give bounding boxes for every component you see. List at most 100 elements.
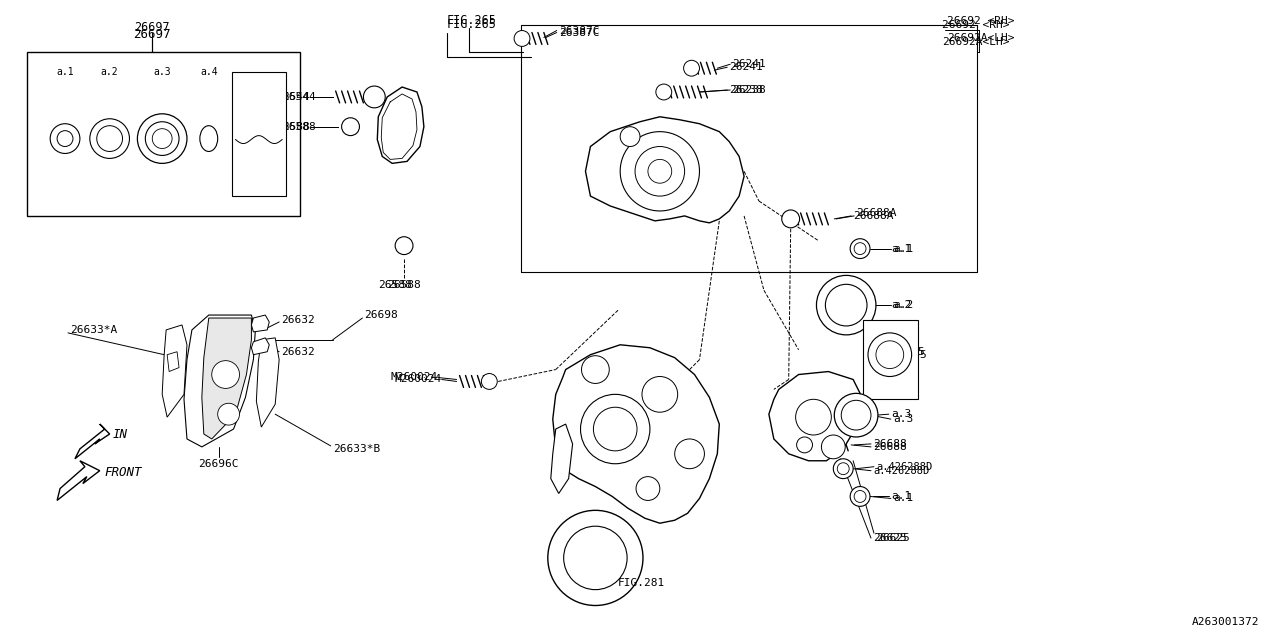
Circle shape [146, 122, 179, 156]
Circle shape [782, 210, 800, 228]
Circle shape [594, 407, 637, 451]
Text: 26544: 26544 [282, 92, 316, 102]
Circle shape [841, 400, 870, 430]
Circle shape [563, 526, 627, 589]
Polygon shape [76, 424, 110, 459]
Text: a.4: a.4 [200, 67, 218, 77]
Circle shape [796, 437, 813, 453]
Circle shape [837, 463, 849, 475]
Text: FIG.265: FIG.265 [447, 18, 497, 31]
Circle shape [850, 239, 870, 259]
Text: a.1: a.1 [891, 244, 911, 253]
Circle shape [643, 376, 677, 412]
Polygon shape [553, 345, 719, 524]
Polygon shape [168, 352, 179, 372]
Circle shape [621, 127, 640, 147]
Text: 26632: 26632 [282, 315, 315, 325]
Circle shape [152, 129, 172, 148]
Circle shape [796, 399, 831, 435]
Text: 26698: 26698 [365, 310, 398, 320]
Text: 26697: 26697 [133, 28, 172, 41]
Bar [27, 52, 300, 216]
Text: 26635: 26635 [891, 347, 924, 356]
Circle shape [826, 284, 867, 326]
Circle shape [675, 439, 704, 468]
Polygon shape [378, 87, 424, 163]
Circle shape [396, 237, 413, 255]
Text: 26387C: 26387C [558, 26, 599, 36]
Text: a.1: a.1 [56, 67, 74, 77]
Text: 26688: 26688 [873, 442, 906, 452]
Text: 26633*B: 26633*B [333, 444, 380, 454]
Circle shape [218, 403, 239, 425]
Text: 26238: 26238 [732, 85, 765, 95]
Text: A263001372: A263001372 [1192, 618, 1260, 627]
Text: FIG.281: FIG.281 [618, 578, 666, 588]
Polygon shape [585, 116, 744, 223]
Circle shape [850, 486, 870, 506]
Polygon shape [251, 315, 269, 332]
Circle shape [835, 394, 878, 437]
Text: 26692 <RH>: 26692 <RH> [947, 15, 1015, 26]
Text: 26387C: 26387C [558, 28, 599, 38]
Circle shape [822, 435, 845, 459]
Polygon shape [58, 461, 100, 500]
Circle shape [581, 356, 609, 383]
Circle shape [364, 86, 385, 108]
Circle shape [58, 131, 73, 147]
Text: 26633*A: 26633*A [70, 325, 118, 335]
Circle shape [635, 147, 685, 196]
Circle shape [621, 132, 699, 211]
Bar [232, 72, 287, 196]
Polygon shape [202, 318, 251, 439]
Text: a.3: a.3 [154, 67, 172, 77]
Polygon shape [163, 325, 187, 417]
Circle shape [876, 341, 904, 369]
Polygon shape [550, 424, 572, 493]
Ellipse shape [200, 125, 218, 152]
Circle shape [342, 118, 360, 136]
Text: a.1: a.1 [892, 493, 913, 504]
Text: 26635: 26635 [892, 349, 927, 360]
Bar [863, 320, 918, 399]
Text: 26241: 26241 [730, 62, 763, 72]
Text: 26544: 26544 [276, 92, 310, 102]
Text: M260024: M260024 [394, 374, 442, 385]
Text: 26241: 26241 [732, 60, 765, 69]
Text: 26696C: 26696C [198, 459, 239, 468]
Text: 26588: 26588 [387, 280, 421, 291]
Text: 26692 <RH>: 26692 <RH> [942, 20, 1010, 29]
Circle shape [854, 490, 867, 502]
Circle shape [868, 333, 911, 376]
Text: 26588: 26588 [379, 280, 412, 291]
Text: 26625: 26625 [876, 533, 910, 543]
Text: a.3: a.3 [892, 414, 913, 424]
Text: a.2: a.2 [101, 67, 119, 77]
Text: a.2: a.2 [892, 300, 913, 310]
Circle shape [515, 31, 530, 46]
Text: a.2: a.2 [891, 300, 911, 310]
Circle shape [684, 60, 699, 76]
Text: IN: IN [113, 428, 128, 440]
Circle shape [581, 394, 650, 464]
Polygon shape [184, 315, 256, 447]
Text: a.1: a.1 [891, 492, 911, 502]
Text: 26688A: 26688A [854, 211, 893, 221]
Circle shape [817, 275, 876, 335]
Text: 26632: 26632 [282, 347, 315, 356]
Text: 26588: 26588 [276, 122, 310, 132]
Text: 26692A<LH>: 26692A<LH> [947, 33, 1015, 44]
Text: 26588: 26588 [282, 122, 316, 132]
Circle shape [97, 125, 123, 152]
Text: 26692A<LH>: 26692A<LH> [942, 37, 1010, 47]
Text: 26688: 26688 [873, 439, 906, 449]
Polygon shape [251, 338, 269, 355]
Circle shape [90, 119, 129, 159]
Text: a.1: a.1 [892, 244, 913, 253]
Text: a.426288D: a.426288D [876, 461, 932, 472]
Circle shape [137, 114, 187, 163]
Polygon shape [256, 338, 279, 427]
Text: a.3: a.3 [891, 409, 911, 419]
Circle shape [648, 159, 672, 183]
Circle shape [211, 361, 239, 388]
